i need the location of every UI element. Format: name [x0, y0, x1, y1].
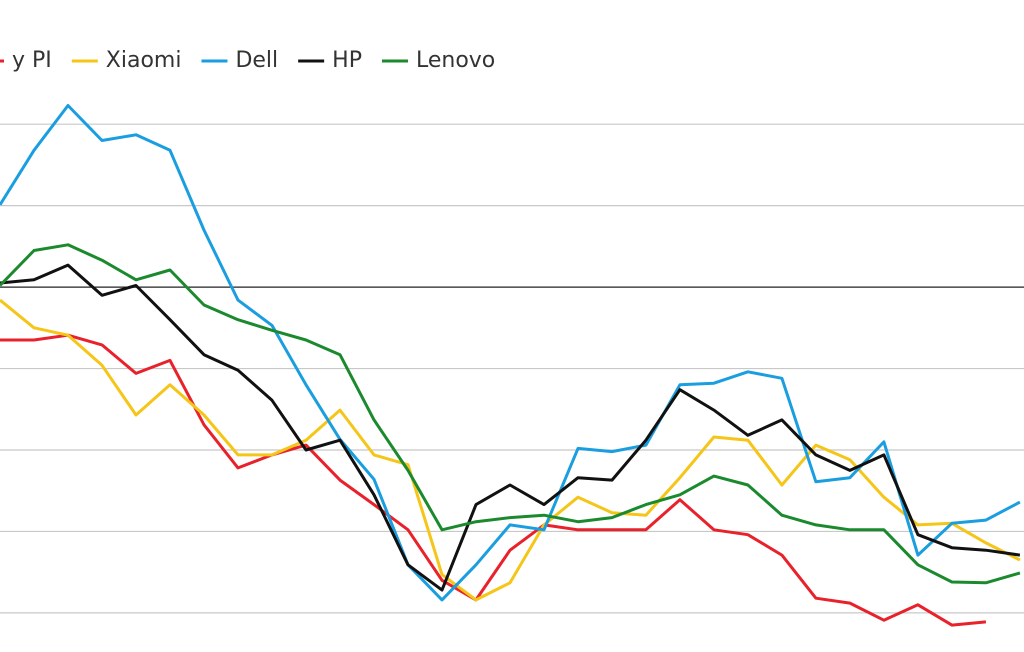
legend-label: HP: [332, 48, 362, 73]
series-line: [0, 263, 1021, 592]
legend-label: Xiaomi: [106, 48, 182, 73]
series-line: [0, 243, 1021, 585]
legend-label: Lenovo: [416, 48, 495, 73]
series-line: [0, 333, 987, 627]
series-line: [0, 298, 1021, 602]
series-line: [0, 104, 1021, 602]
legend-label: y PI: [12, 48, 52, 73]
legend-label: Dell: [235, 48, 278, 73]
